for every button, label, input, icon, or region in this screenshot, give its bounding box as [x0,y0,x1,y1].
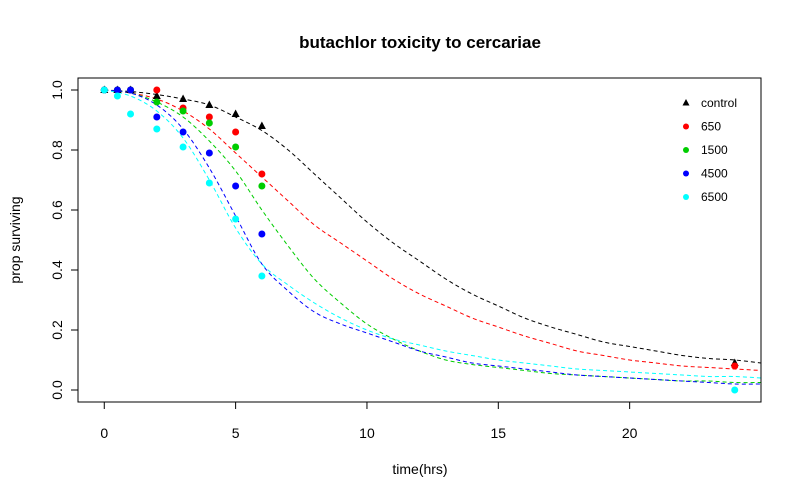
data-point-4500 [179,128,187,136]
data-point-1500 [205,119,213,127]
data-point-4500 [153,113,161,121]
data-point-6500 [153,125,161,133]
x-tick-label: 5 [232,425,240,441]
data-point-1500 [179,107,187,115]
fit-curve-4500 [104,89,761,385]
data-point-4500 [258,230,266,238]
legend-label-650: 650 [701,120,721,134]
chart-title: butachlor toxicity to cercariae [299,33,541,52]
data-point-control [205,100,214,108]
y-axis-label: prop surviving [7,196,23,283]
data-point-650 [205,113,213,121]
y-tick-label: 0.0 [49,380,65,400]
fit-curve-6500 [104,89,761,379]
plot-area [100,85,761,394]
y-tick-label: 0.2 [49,320,65,340]
data-point-control [179,94,188,102]
data-point-6500 [205,179,213,187]
x-tick-label: 10 [359,425,375,441]
data-point-6500 [258,272,266,280]
fit-curve-650 [104,89,761,371]
data-point-control [152,91,161,99]
fit-curve-control [104,89,761,364]
data-point-4500 [232,182,240,190]
legend: control 650 1500 4500 6500 [682,96,737,204]
fit-curve-1500 [104,89,761,384]
x-tick-label: 20 [622,425,638,441]
data-point-6500 [731,386,739,394]
x-tick-label: 0 [100,425,108,441]
data-point-4500 [127,86,135,94]
data-point-control [257,121,266,129]
data-point-6500 [100,86,108,94]
legend-marker-control [682,99,690,106]
data-point-6500 [232,215,240,223]
data-point-6500 [127,110,135,118]
axes: 0 5 10 15 20 0.0 0.2 0.4 0.6 0.8 1.0 [49,77,762,441]
legend-marker-4500 [683,170,689,177]
data-point-4500 [205,149,213,157]
y-tick-label: 0.4 [49,260,65,280]
data-point-6500 [179,143,187,151]
legend-label-control: control [701,96,737,110]
plot-frame [77,77,762,403]
data-point-650 [153,86,161,94]
legend-marker-650 [683,123,689,130]
data-point-6500 [113,92,121,100]
data-point-1500 [232,143,240,151]
data-point-650 [258,170,266,178]
legend-label-6500: 6500 [701,190,728,204]
data-point-control [231,109,240,117]
data-point-1500 [258,182,266,190]
data-point-4500 [113,86,121,94]
data-point-650 [731,362,739,370]
legend-label-1500: 1500 [701,143,728,157]
y-tick-label: 1.0 [49,80,65,100]
y-tick-label: 0.8 [49,140,65,160]
data-point-1500 [153,98,161,106]
legend-label-4500: 4500 [701,167,728,181]
legend-marker-1500 [683,147,689,153]
legend-marker-6500 [683,194,689,200]
data-point-650 [232,128,240,136]
x-tick-label: 15 [491,425,507,441]
y-tick-label: 0.6 [49,200,65,220]
x-axis-label: time(hrs) [392,461,447,477]
